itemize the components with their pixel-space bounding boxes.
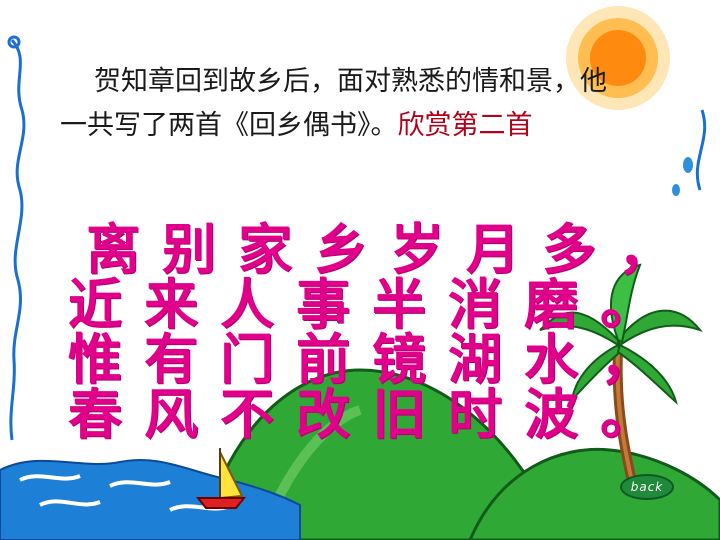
intro-line-2: 一共写了两首《回乡偶书》。欣赏第二首 — [60, 104, 700, 148]
palm-tree-icon — [539, 263, 703, 492]
right-scroll-border — [672, 109, 707, 196]
poem-verse-1: 离别家乡岁月多， — [86, 218, 694, 281]
green-hill-large — [198, 368, 562, 540]
sun-icon — [566, 6, 670, 110]
poem-verse-4: 春风不改旧时波。 — [68, 383, 676, 446]
poem: 离别家乡岁月多， 近来人事半消磨。 惟有门前镜湖水， 春风不改旧时波。 — [68, 222, 688, 442]
intro-text: 贺知章回到故乡后，面对熟悉的情和景，他 一共写了两首《回乡偶书》。欣赏第二首 — [60, 60, 700, 148]
sailboat-icon — [195, 448, 247, 509]
back-button[interactable]: back — [620, 474, 674, 500]
poem-verse-2: 近来人事半消磨。 — [68, 273, 676, 336]
left-scroll-border — [7, 35, 26, 441]
green-hill-small — [468, 447, 720, 540]
intro-line-1: 贺知章回到故乡后，面对熟悉的情和景，他 — [94, 66, 607, 97]
intro-highlight: 欣赏第二首 — [397, 110, 533, 141]
intro-line-2-plain: 一共写了两首《回乡偶书》。 — [60, 110, 398, 141]
poem-verse-3: 惟有门前镜湖水， — [68, 328, 676, 391]
